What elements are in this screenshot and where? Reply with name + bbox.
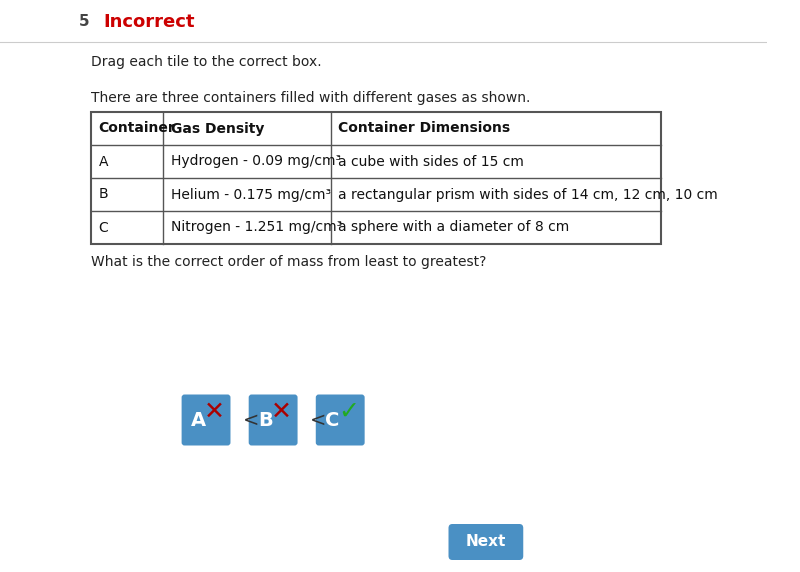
Text: Container Dimensions: Container Dimensions <box>338 121 510 136</box>
FancyBboxPatch shape <box>182 395 230 446</box>
Text: Container: Container <box>98 121 175 136</box>
Text: What is the correct order of mass from least to greatest?: What is the correct order of mass from l… <box>91 255 486 269</box>
Text: a sphere with a diameter of 8 cm: a sphere with a diameter of 8 cm <box>338 220 570 235</box>
Text: 5: 5 <box>79 14 90 30</box>
Text: Gas Density: Gas Density <box>170 121 264 136</box>
Text: Incorrect: Incorrect <box>103 13 195 31</box>
Text: Nitrogen - 1.251 mg/cm³: Nitrogen - 1.251 mg/cm³ <box>170 220 342 235</box>
Text: C: C <box>98 220 109 235</box>
FancyBboxPatch shape <box>249 395 298 446</box>
Text: <: < <box>243 411 259 430</box>
Text: Hydrogen - 0.09 mg/cm³: Hydrogen - 0.09 mg/cm³ <box>170 154 341 169</box>
Text: A: A <box>98 154 108 169</box>
Text: Next: Next <box>466 534 506 550</box>
Text: ✕: ✕ <box>204 400 225 424</box>
Text: There are three containers filled with different gases as shown.: There are three containers filled with d… <box>91 91 530 105</box>
Text: Drag each tile to the correct box.: Drag each tile to the correct box. <box>91 55 322 69</box>
Text: A: A <box>191 411 206 430</box>
Text: C: C <box>326 411 340 430</box>
FancyBboxPatch shape <box>449 524 523 560</box>
Text: B: B <box>98 188 108 201</box>
Text: <: < <box>310 411 326 430</box>
Text: B: B <box>258 411 273 430</box>
Text: ✕: ✕ <box>271 400 292 424</box>
Text: Helium - 0.175 mg/cm³: Helium - 0.175 mg/cm³ <box>170 188 330 201</box>
FancyBboxPatch shape <box>316 395 365 446</box>
Text: a rectangular prism with sides of 14 cm, 12 cm, 10 cm: a rectangular prism with sides of 14 cm,… <box>338 188 718 201</box>
Text: a cube with sides of 15 cm: a cube with sides of 15 cm <box>338 154 524 169</box>
Text: ✓: ✓ <box>338 400 359 424</box>
